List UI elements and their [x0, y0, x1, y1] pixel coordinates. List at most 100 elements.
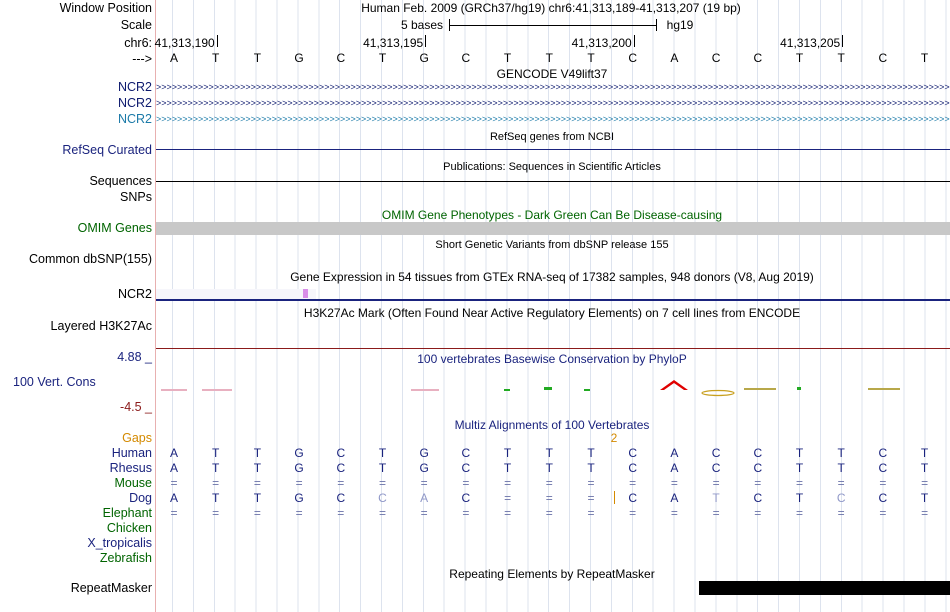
gtex-label[interactable]: NCR2 [117, 287, 152, 301]
cons-track-title: 100 vertebrates Basewise Conservation by… [417, 352, 687, 366]
chrom-label: chr6: [124, 36, 152, 50]
cons-track-label[interactable]: 100 Vert. Cons [13, 375, 96, 389]
alignment-base: C [878, 446, 888, 460]
cons-score-6 [584, 389, 590, 391]
reference-base: T [212, 51, 220, 65]
alignment-base: = [754, 476, 762, 490]
species-label-human[interactable]: Human [111, 446, 152, 460]
reference-base: T [545, 51, 553, 65]
alignment-base: C [711, 461, 721, 475]
gencode-transcript-2[interactable]: >>>>>>>>>>>>>>>>>>>>>>>>>>>>>>>>>>>>>>>>… [156, 99, 950, 108]
alignment-base: = [754, 506, 762, 520]
reference-base: C [336, 51, 346, 65]
sequences-label[interactable]: Sequences [89, 174, 152, 188]
publications-line[interactable] [156, 181, 950, 182]
cons-score-1 [161, 389, 187, 391]
reference-base: C [628, 51, 638, 65]
alignment-base: T [712, 491, 720, 505]
h3k27ac-label[interactable]: Layered H3K27Ac [50, 319, 152, 333]
refseq-gene-line[interactable] [156, 149, 950, 150]
multiz-track-title: Multiz Alignments of 100 Vertebrates [454, 418, 650, 432]
alignment-base: C [461, 446, 471, 460]
alignment-base: = [378, 476, 386, 490]
alignment-base: = [921, 476, 929, 490]
alignment-base: T [920, 461, 929, 475]
alignment-base: C [753, 491, 763, 505]
species-label-dog[interactable]: Dog [129, 491, 152, 505]
alignment-base: = [253, 506, 261, 520]
gencode-row-label-3[interactable]: NCR2 [117, 112, 152, 126]
refseq-label[interactable]: RefSeq Curated [62, 143, 152, 157]
gencode-row-label-1[interactable]: NCR2 [117, 80, 152, 94]
alignment-base: = [545, 506, 553, 520]
species-label-mouse[interactable]: Mouse [114, 476, 152, 490]
alignment-base: = [837, 476, 845, 490]
strand-label: ---> [132, 52, 152, 66]
position-label: 41,313,205 [780, 36, 841, 50]
species-label-elephant[interactable]: Elephant [102, 506, 152, 520]
alignment-base: = [420, 506, 428, 520]
cons-min-label: -4.5 _ [120, 400, 152, 414]
alignment-base: T [587, 461, 595, 475]
alignment-base: G [294, 491, 304, 505]
alignment-base: T [920, 446, 929, 460]
alignment-base: T [253, 461, 262, 475]
alignment-base: = [504, 476, 512, 490]
alignment-base: A [670, 491, 679, 505]
assembly-text: hg19 [666, 18, 694, 32]
alignment-base: = [378, 506, 386, 520]
alignment-base: T [212, 491, 220, 505]
alignment-base: T [837, 446, 845, 460]
gap-count: 2 [610, 431, 618, 445]
reference-base: T [920, 51, 929, 65]
omim-gene-bar[interactable] [156, 222, 950, 235]
dbsnp-label[interactable]: Common dbSNP(155) [29, 252, 152, 266]
alignment-base: = [545, 491, 553, 505]
scale-text: 5 bases [400, 18, 444, 32]
alignment-base: = [170, 476, 178, 490]
alignment-base: T [378, 461, 387, 475]
track-labels-column: Window Position Scale chr6: ---> NCR2 NC… [0, 0, 155, 612]
alignment-base: C [711, 446, 721, 460]
snps-label[interactable]: SNPs [120, 190, 152, 204]
gencode-transcript-1[interactable]: >>>>>>>>>>>>>>>>>>>>>>>>>>>>>>>>>>>>>>>>… [156, 83, 950, 92]
alignment-base: = [420, 476, 428, 490]
publications-track-title: Publications: Sequences in Scientific Ar… [443, 161, 661, 173]
alignment-base: C [753, 446, 763, 460]
species-label-xtropicalis[interactable]: X_tropicalis [87, 536, 152, 550]
refseq-track-title: RefSeq genes from NCBI [489, 131, 615, 143]
track-data-area[interactable]: Human Feb. 2009 (GRCh37/hg19) chr6:41,31… [155, 0, 950, 612]
gtex-gene-line[interactable] [156, 299, 950, 301]
gencode-row-label-2[interactable]: NCR2 [117, 96, 152, 110]
gencode-transcript-3[interactable]: >>>>>>>>>>>>>>>>>>>>>>>>>>>>>>>>>>>>>>>>… [156, 115, 950, 124]
species-label-zebrafish[interactable]: Zebrafish [99, 551, 152, 565]
alignment-base: = [629, 506, 637, 520]
gtex-expression-bar[interactable] [303, 289, 308, 298]
gaps-label: Gaps [122, 431, 152, 445]
h3k27ac-baseline [156, 348, 950, 349]
repeatmasker-element[interactable] [699, 581, 950, 595]
alignment-base: T [545, 461, 553, 475]
repeatmasker-label[interactable]: RepeatMasker [70, 581, 152, 595]
alignment-base: C [628, 491, 638, 505]
cons-score-8 [797, 387, 801, 390]
reference-base: G [419, 51, 429, 65]
alignment-base: T [795, 491, 804, 505]
species-label-chicken[interactable]: Chicken [106, 521, 152, 535]
alignment-base: = [837, 506, 845, 520]
cons-score-4 [504, 389, 510, 391]
alignment-base: T [545, 446, 553, 460]
species-label-rhesus[interactable]: Rhesus [109, 461, 152, 475]
alignment-base: A [420, 491, 429, 505]
alignment-base: T [503, 461, 512, 475]
alignment-base: = [795, 506, 803, 520]
reference-base: T [837, 51, 845, 65]
reference-base: T [587, 51, 595, 65]
reference-base: C [461, 51, 471, 65]
alignment-base: T [587, 446, 595, 460]
dbsnp-track-title: Short Genetic Variants from dbSNP releas… [435, 239, 669, 251]
h3k27ac-track-title: H3K27Ac Mark (Often Found Near Active Re… [303, 306, 801, 320]
alignment-base: T [837, 461, 845, 475]
position-tick [216, 35, 218, 47]
omim-label[interactable]: OMIM Genes [77, 221, 152, 235]
